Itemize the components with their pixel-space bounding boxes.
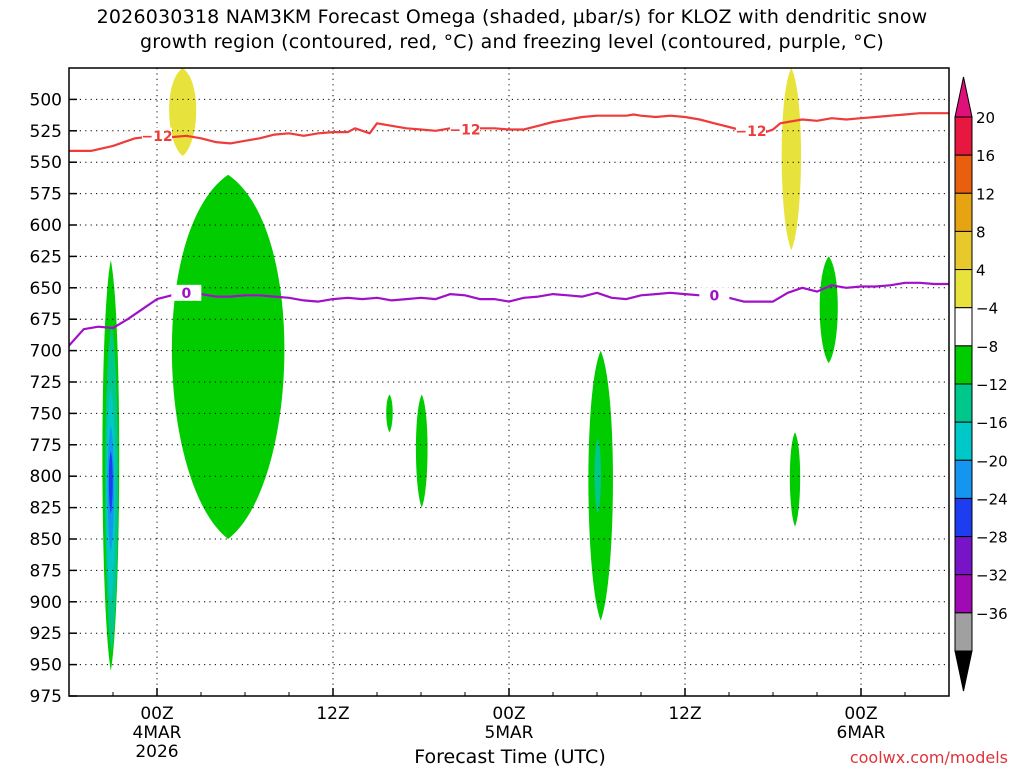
colorbar-label: −12	[976, 376, 1008, 394]
omega-shaded-region-0	[169, 68, 197, 156]
contour-label-bg	[450, 121, 480, 138]
y-tick-label: 675	[30, 310, 62, 330]
y-tick-label: 900	[30, 593, 62, 613]
y-tick-label: 950	[30, 656, 62, 676]
x-axis-label: Forecast Time (UTC)	[414, 746, 606, 768]
colorbar-label: 16	[976, 147, 995, 165]
colorbar-label: −36	[976, 605, 1008, 623]
colorbar-cell	[954, 383, 973, 423]
omega-shaded-region-11	[594, 438, 601, 514]
y-tick-label: 875	[30, 561, 62, 581]
x-tick-label: 12Z	[316, 704, 349, 724]
colorbar-over-arrow	[954, 76, 973, 118]
y-tick-label: 750	[30, 404, 62, 424]
omega-shaded-region-12	[789, 432, 801, 527]
colorbar-label: −8	[976, 338, 998, 356]
x-tick-label: 00Z	[844, 704, 877, 724]
x-tick-label: 12Z	[668, 704, 701, 724]
x-tick-label: 4MAR	[133, 723, 182, 743]
y-tick-label: 500	[30, 90, 62, 110]
y-tick-label: 550	[30, 153, 62, 173]
x-tick-label: 00Z	[140, 704, 173, 724]
colorbar-label: −28	[976, 529, 1008, 547]
y-tick-label: 525	[30, 122, 62, 142]
contour-label-bg	[171, 284, 202, 301]
omega-shaded-region-1	[781, 68, 802, 251]
terrain-band	[69, 696, 949, 702]
y-tick-label: 975	[30, 687, 62, 707]
contour-label: −12	[449, 123, 480, 139]
colorbar-label: −4	[976, 300, 998, 318]
y-tick-label: 800	[30, 467, 62, 487]
colorbar-cell	[954, 612, 973, 652]
omega-shaded-region-8	[386, 394, 393, 433]
colorbar-label: −24	[976, 490, 1008, 508]
y-tick-label: 575	[30, 185, 62, 205]
colorbar-cell	[954, 192, 973, 232]
contour-label: −12	[141, 129, 172, 145]
y-tick-label: 600	[30, 216, 62, 236]
y-tick-label: 625	[30, 247, 62, 267]
colorbar-cell	[954, 154, 973, 194]
colorbar-label: 4	[976, 262, 986, 280]
colorbar-label: 8	[976, 223, 986, 241]
x-tick-label: 00Z	[492, 704, 525, 724]
credit-link[interactable]: coolwx.com/models	[849, 748, 1008, 767]
contour-label-bg	[142, 127, 172, 144]
colorbar-label: −16	[976, 414, 1008, 432]
colorbar-cell	[954, 269, 973, 309]
colorbar-cell	[954, 307, 973, 347]
colorbar-cell	[954, 230, 973, 271]
chart-title-line-1: 2026030318 NAM3KM Forecast Omega (shaded…	[96, 6, 928, 28]
colorbar-cell	[954, 116, 973, 156]
y-tick-label: 650	[30, 279, 62, 299]
y-tick-label: 825	[30, 499, 62, 519]
y-tick-label: 850	[30, 530, 62, 550]
omega-shaded-region-7	[171, 174, 285, 539]
colorbar-cell	[954, 345, 973, 385]
omega-shaded-region-9	[415, 394, 428, 508]
colorbar-label: −32	[976, 567, 1008, 585]
contour-label: 0	[181, 286, 191, 302]
y-tick-label: 775	[30, 436, 62, 456]
colorbar-label: 20	[976, 109, 995, 127]
colorbar-cell	[954, 497, 973, 538]
y-tick-label: 925	[30, 624, 62, 644]
omega-shaded-region-13	[819, 256, 838, 364]
colorbar-cell	[954, 459, 973, 499]
y-tick-label: 700	[30, 342, 62, 362]
contour-label: 0	[709, 288, 719, 304]
contour-line-1	[69, 281, 949, 347]
colorbar-cell	[954, 421, 973, 461]
contour-label-bg	[699, 287, 730, 304]
colorbar-label: −20	[976, 452, 1008, 470]
x-tick-label: 5MAR	[485, 723, 534, 743]
x-tick-label: 6MAR	[837, 723, 886, 743]
contour-label: −12	[735, 124, 766, 140]
chart-title-line-2: growth region (contoured, red, °C) and f…	[140, 31, 884, 53]
colorbar-under-arrow	[954, 650, 973, 692]
colorbar-cell	[954, 574, 973, 614]
colorbar-cell	[954, 536, 973, 576]
contour-label-bg	[736, 122, 766, 139]
omega-shaded-region-6	[108, 451, 113, 514]
contour-line-0	[69, 112, 949, 152]
x-tick-label: 2026	[135, 742, 178, 762]
y-tick-label: 725	[30, 373, 62, 393]
colorbar-label: 12	[976, 185, 995, 203]
